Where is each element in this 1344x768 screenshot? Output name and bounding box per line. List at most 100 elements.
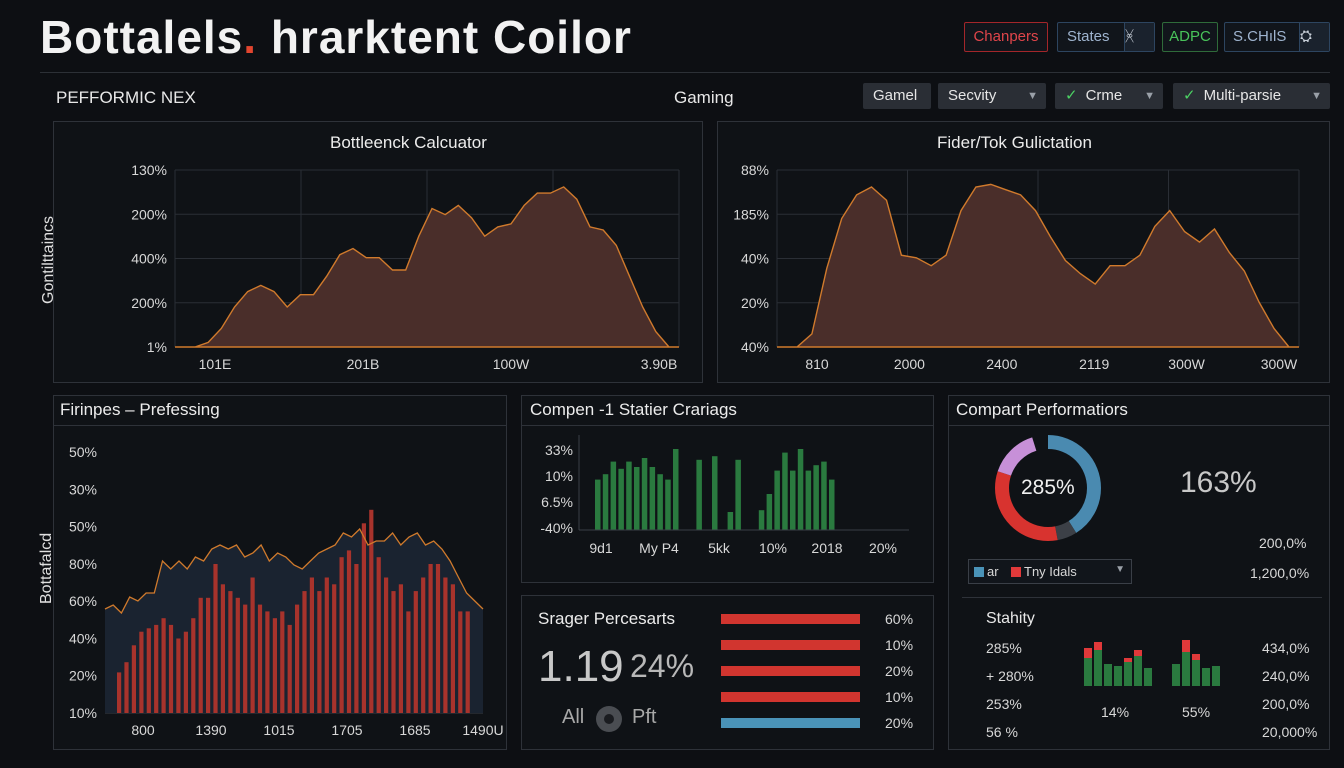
y-tick-label: 400% bbox=[131, 251, 167, 267]
y-tick-label: 1% bbox=[147, 339, 167, 355]
y-tick-label: 33% bbox=[545, 442, 573, 458]
panel3-title: Firinpes – Prefessing bbox=[60, 400, 220, 419]
bar-label: 60% bbox=[885, 611, 914, 627]
category-label: Gaming bbox=[674, 88, 734, 107]
bar bbox=[626, 461, 632, 530]
bar bbox=[154, 624, 159, 713]
chevron-down-icon: ▼ bbox=[1144, 90, 1155, 102]
x-tick-label: 1390 bbox=[195, 722, 226, 738]
bar bbox=[829, 479, 835, 530]
bar bbox=[595, 479, 601, 530]
x-tick-label: 2018 bbox=[811, 540, 842, 556]
stat-bar-red bbox=[1182, 640, 1190, 652]
bar bbox=[641, 458, 648, 530]
bar bbox=[450, 584, 455, 713]
stat-title: Stahity bbox=[986, 610, 1035, 627]
chip-secvity[interactable]: Secvity ▼ bbox=[938, 83, 1046, 109]
bar bbox=[317, 591, 322, 713]
small-value: 24% bbox=[630, 648, 695, 684]
stat-bar-red bbox=[1124, 658, 1132, 662]
bar bbox=[774, 470, 780, 530]
x-tick-label: 3.90B bbox=[641, 356, 678, 372]
bar bbox=[354, 564, 359, 713]
x-tick-label: 101E bbox=[199, 356, 232, 372]
stat-bar-red bbox=[1084, 648, 1092, 658]
y-tick-label: 40% bbox=[741, 251, 769, 267]
bar bbox=[280, 611, 285, 713]
x-tick-label: My P4 bbox=[639, 540, 679, 556]
compare-big-value: 163% bbox=[1180, 466, 1257, 499]
panel3-divider bbox=[54, 425, 506, 426]
stat-bar-green bbox=[1084, 658, 1092, 686]
bar bbox=[665, 479, 671, 530]
x-tick-label: 9d1 bbox=[589, 540, 613, 556]
bar bbox=[272, 618, 277, 713]
states-button[interactable]: States ᚸ bbox=[1057, 22, 1155, 52]
legend-label-b: Tny Idals bbox=[1024, 564, 1077, 579]
bar bbox=[228, 591, 233, 713]
stat-right-value: 240,0% bbox=[1262, 668, 1310, 684]
chevron-down-icon: ▼ bbox=[1027, 90, 1038, 102]
bar bbox=[398, 584, 403, 713]
x-tick-label: 800 bbox=[131, 722, 155, 738]
y-tick-label: 20% bbox=[741, 295, 769, 311]
toggle-switch[interactable] bbox=[596, 706, 622, 732]
app-title: Bottalels. hrarktent Coilor bbox=[40, 11, 632, 63]
bar-label: 10% bbox=[885, 637, 914, 653]
chip-crime[interactable]: ✓ Crme ▼ bbox=[1055, 83, 1163, 109]
bar bbox=[309, 577, 314, 713]
bar bbox=[618, 468, 624, 530]
bar bbox=[235, 597, 240, 713]
x-tick-label: 2400 bbox=[986, 356, 1017, 372]
toggle-knob bbox=[604, 714, 614, 724]
compen-panel bbox=[521, 395, 934, 583]
bar bbox=[435, 564, 441, 713]
y-tick-label: 200% bbox=[131, 206, 167, 222]
progress-bar bbox=[721, 692, 860, 702]
y-tick-label: 60% bbox=[69, 593, 97, 609]
panel2-title: Fider/Tok Gulictation bbox=[937, 133, 1092, 152]
y-tick-label: 40% bbox=[741, 339, 769, 355]
bar bbox=[250, 577, 255, 713]
compare-value-a: 200,0% bbox=[1259, 535, 1307, 551]
bar bbox=[673, 449, 679, 530]
bar bbox=[712, 456, 718, 530]
stat-bar-red bbox=[1094, 642, 1102, 650]
bottleneck-area-chart: 130% 200% 400% 200% 1% 101E 201B 100W 3.90B bbox=[131, 162, 680, 372]
x-tick-label: 201B bbox=[347, 356, 380, 372]
y-tick-label: 185% bbox=[733, 206, 769, 222]
bar bbox=[790, 470, 796, 530]
progress-bar bbox=[721, 666, 860, 676]
check-icon: ✓ bbox=[1065, 87, 1078, 104]
bar bbox=[797, 449, 804, 530]
bar bbox=[220, 584, 225, 713]
firinpes-chart: 50% 30% 50% 80% 60% 40% 20% 10% 800 1390 1015 1705 1… bbox=[69, 444, 504, 738]
big-value: 1.19 bbox=[538, 642, 624, 691]
y-tick-label: 50% bbox=[69, 444, 97, 460]
bar bbox=[339, 557, 344, 713]
stat-mid-value: 55% bbox=[1182, 704, 1211, 720]
stat-bar-green bbox=[1124, 662, 1132, 686]
settings-icon: ⛭ bbox=[1299, 23, 1329, 51]
schils-button[interactable]: S.CHılS ⛭ bbox=[1224, 22, 1330, 52]
x-tick-label: 1490U bbox=[462, 722, 503, 738]
stat-bar-green bbox=[1114, 666, 1122, 686]
bar bbox=[213, 564, 218, 713]
y-tick-label: 20% bbox=[69, 668, 97, 684]
toggle-all-label: All bbox=[562, 706, 585, 728]
chanpers-button[interactable]: Chanpers bbox=[964, 22, 1048, 52]
bar bbox=[428, 564, 433, 713]
y-tick-label: 40% bbox=[69, 630, 97, 646]
bar bbox=[332, 584, 337, 713]
adpc-button[interactable]: ADPC bbox=[1162, 22, 1218, 52]
bar bbox=[813, 465, 819, 530]
donut-chart bbox=[995, 435, 1101, 541]
legend-select[interactable]: ar Tny Idals ▼ bbox=[968, 559, 1132, 584]
bar bbox=[302, 591, 307, 713]
bar bbox=[161, 618, 166, 713]
bar bbox=[117, 672, 122, 713]
chip-multi-parsie[interactable]: ✓ Multi-parsie ▼ bbox=[1173, 83, 1330, 109]
chip-gamel[interactable]: Gamel bbox=[863, 83, 931, 109]
y-tick-label: 200% bbox=[131, 295, 167, 311]
bar bbox=[287, 624, 292, 713]
